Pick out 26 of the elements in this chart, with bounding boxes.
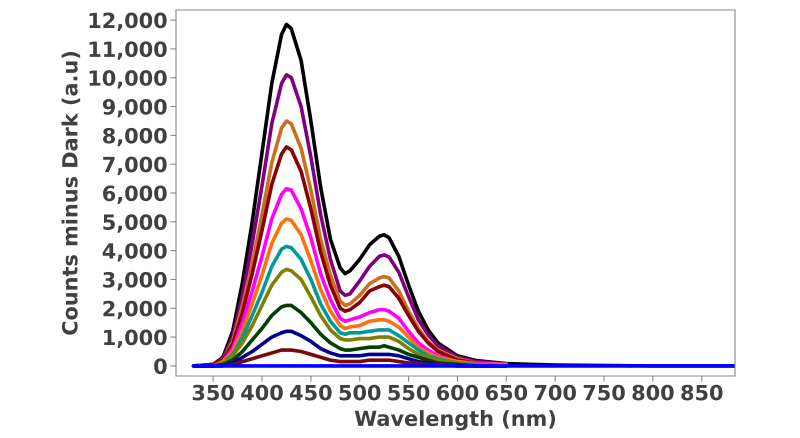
y-tick-label: 9,000 <box>102 98 167 118</box>
x-tick-label: 650 <box>486 384 528 400</box>
x-tick-label: 400 <box>241 384 283 400</box>
y-tick-label: 6,000 <box>103 185 167 204</box>
y-tick-label: 0 <box>154 358 167 374</box>
x-tick-label: 700 <box>534 384 576 400</box>
y-tick-label: 5,000 <box>103 214 167 233</box>
x-tick-label: 550 <box>388 384 430 400</box>
x-tick-label: 450 <box>290 384 332 400</box>
y-tick-label: 2,000 <box>103 300 167 320</box>
x-tick-label: 800 <box>632 384 674 400</box>
y-tick-label: 4,000 <box>102 243 167 262</box>
y-tick-label: 10,000 <box>90 70 167 89</box>
y-tick-label: 7,000 <box>103 156 167 176</box>
y-tick-label: 11,000 <box>90 41 167 60</box>
x-tick-label: 600 <box>437 384 478 400</box>
y-axis-title: Counts minus Dark (a.u) <box>62 52 80 335</box>
x-axis-title: Wavelength (nm) <box>354 410 556 430</box>
x-tick-label: 750 <box>584 384 625 400</box>
y-tick-label: 1,000 <box>104 330 167 348</box>
x-tick-label: 850 <box>681 384 723 400</box>
y-tick-label: 12,000 <box>90 12 167 31</box>
x-tick-label: 350 <box>192 384 234 400</box>
y-tick-label: 8,000 <box>103 128 167 146</box>
x-tick-label: 500 <box>340 384 380 400</box>
y-tick-label: 3,000 <box>103 272 167 290</box>
